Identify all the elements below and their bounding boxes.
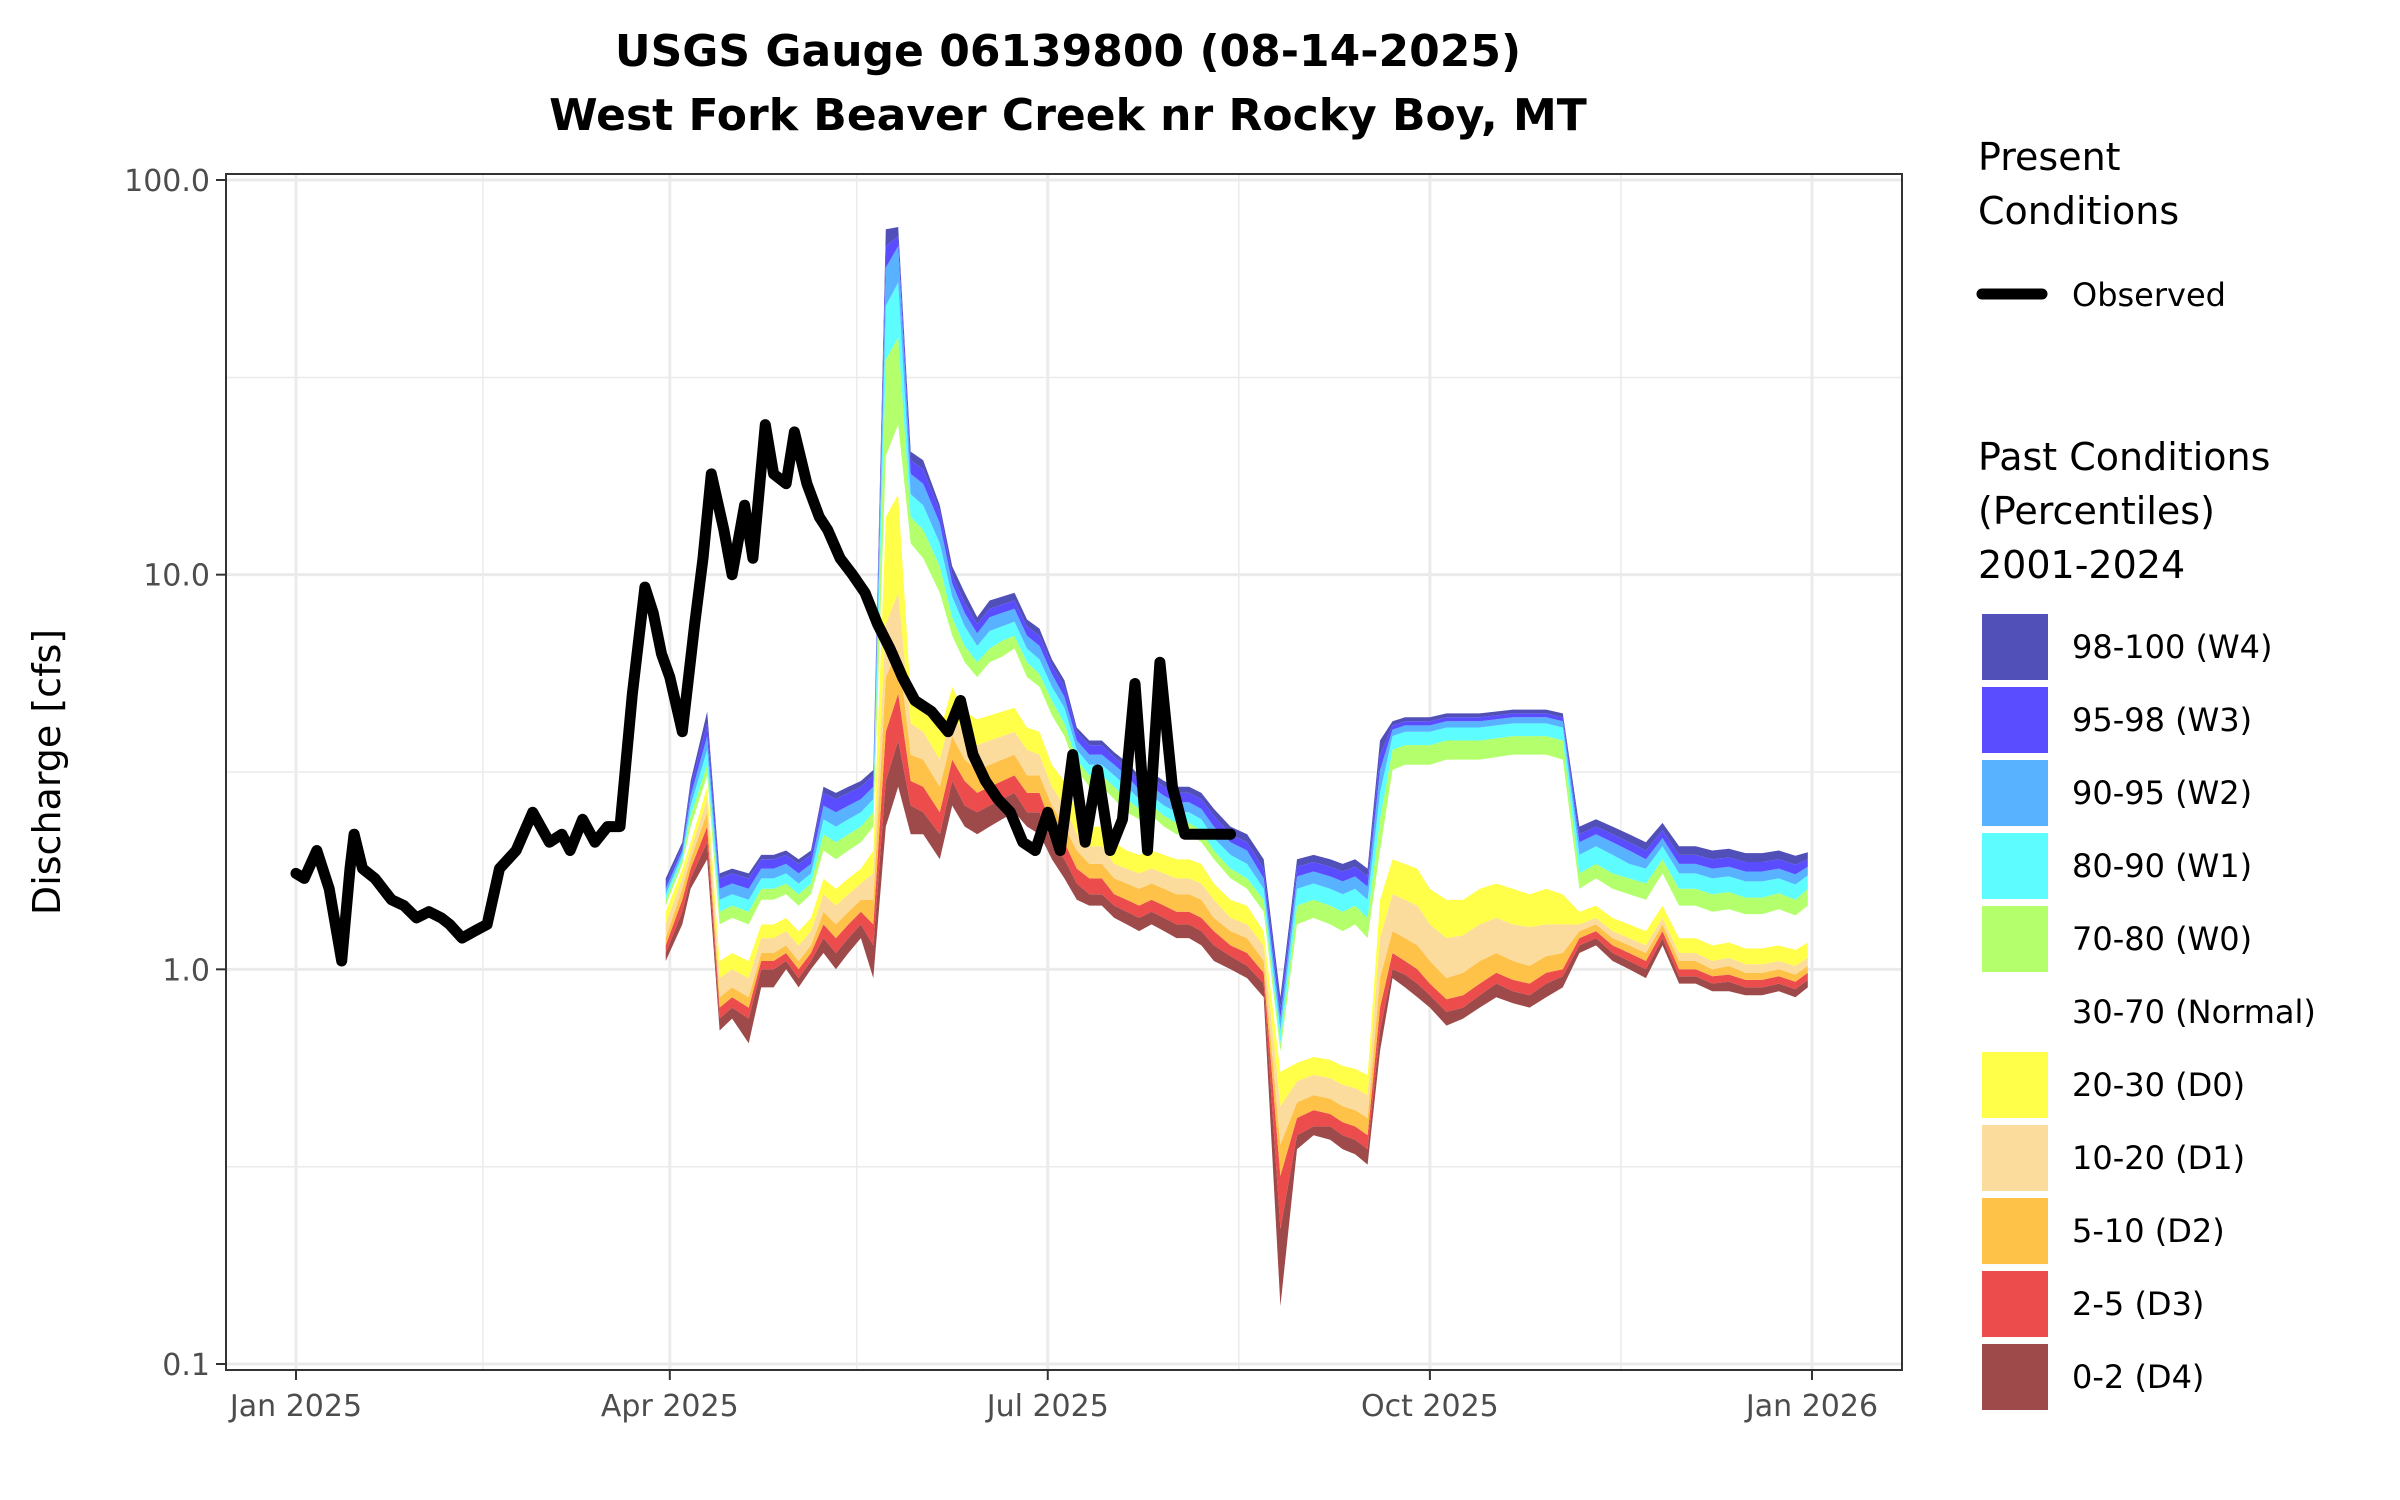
legend-band-label: 5-10 (D2) [2072,1212,2225,1250]
legend-swatch [1982,906,2048,972]
legend-swatch [1982,1125,2048,1191]
y-axis-ticks: 100.0 10.0 1.0 0.1 [124,164,226,1383]
legend-swatch [1982,1344,2048,1410]
legend-swatch [1982,614,2048,680]
x-tick-label: Jan 2026 [1744,1389,1878,1424]
legend-swatch [1982,979,2048,1045]
y-tick-label: 10.0 [143,559,210,594]
x-tick-label: Jul 2025 [985,1389,1109,1424]
observed-line [290,419,1236,967]
legend-past: Past Conditions (Percentiles) 2001-2024 … [1978,435,2316,1410]
legend-band-label: 80-90 (W1) [2072,847,2252,885]
legend-swatch [1982,833,2048,899]
legend-observed-label: Observed [2072,276,2226,314]
legend-band-label: 2-5 (D3) [2072,1285,2204,1323]
x-axis-ticks: Jan 2025 Apr 2025 Jul 2025 Oct 2025 Jan 2026 [228,1370,1878,1424]
legend-swatch [1982,1271,2048,1337]
legend-band-label: 90-95 (W2) [2072,774,2252,812]
legend-swatch [1982,1198,2048,1264]
y-tick-label: 100.0 [124,164,210,199]
legend-band-label: 10-20 (D1) [2072,1139,2245,1177]
x-tick-label: Apr 2025 [601,1389,739,1424]
x-tick-label: Oct 2025 [1361,1389,1499,1424]
y-tick-label: 1.0 [162,953,210,988]
legend-present: Present Conditions Observed [1976,135,2226,314]
plot-border [225,173,1903,1371]
legend-band-label: 0-2 (D4) [2072,1358,2204,1396]
legend-present-title-line2: Conditions [1978,189,2179,233]
chart-title: USGS Gauge 06139800 (08-14-2025) [615,26,1521,77]
legend-band-label: 20-30 (D0) [2072,1066,2245,1104]
chart-subtitle: West Fork Beaver Creek nr Rocky Boy, MT [549,90,1587,141]
legend-past-title-line2: (Percentiles) [1978,489,2215,533]
legend-band-label: 95-98 (W3) [2072,701,2252,739]
legend-swatch [1982,760,2048,826]
y-tick-label: 0.1 [162,1348,210,1383]
x-tick-label: Jan 2025 [228,1389,362,1424]
legend-swatch [1982,1052,2048,1118]
legend-present-title-line1: Present [1978,135,2121,179]
legend-swatch [1982,687,2048,753]
y-axis-label: Discharge [cfs] [25,629,69,915]
legend-band-items: 98-100 (W4) 95-98 (W3) 90-95 (W2) 80-90 (W1… [1982,614,2316,1410]
legend-past-title-line3: 2001-2024 [1978,543,2185,587]
legend-band-label: 98-100 (W4) [2072,628,2272,666]
legend-band-label: 30-70 (Normal) [2072,993,2316,1031]
legend-past-title-line1: Past Conditions [1978,435,2270,479]
legend-band-label: 70-80 (W0) [2072,920,2252,958]
